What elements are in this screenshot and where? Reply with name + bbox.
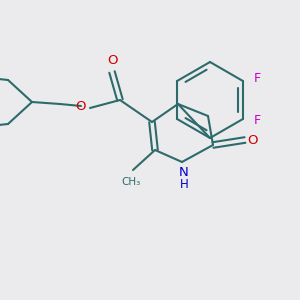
Text: N: N (179, 167, 189, 179)
Text: O: O (76, 100, 86, 112)
Text: O: O (107, 53, 117, 67)
Text: F: F (253, 73, 260, 85)
Text: O: O (248, 134, 258, 146)
Text: CH₃: CH₃ (122, 177, 141, 187)
Text: F: F (253, 115, 260, 128)
Text: H: H (180, 178, 188, 190)
